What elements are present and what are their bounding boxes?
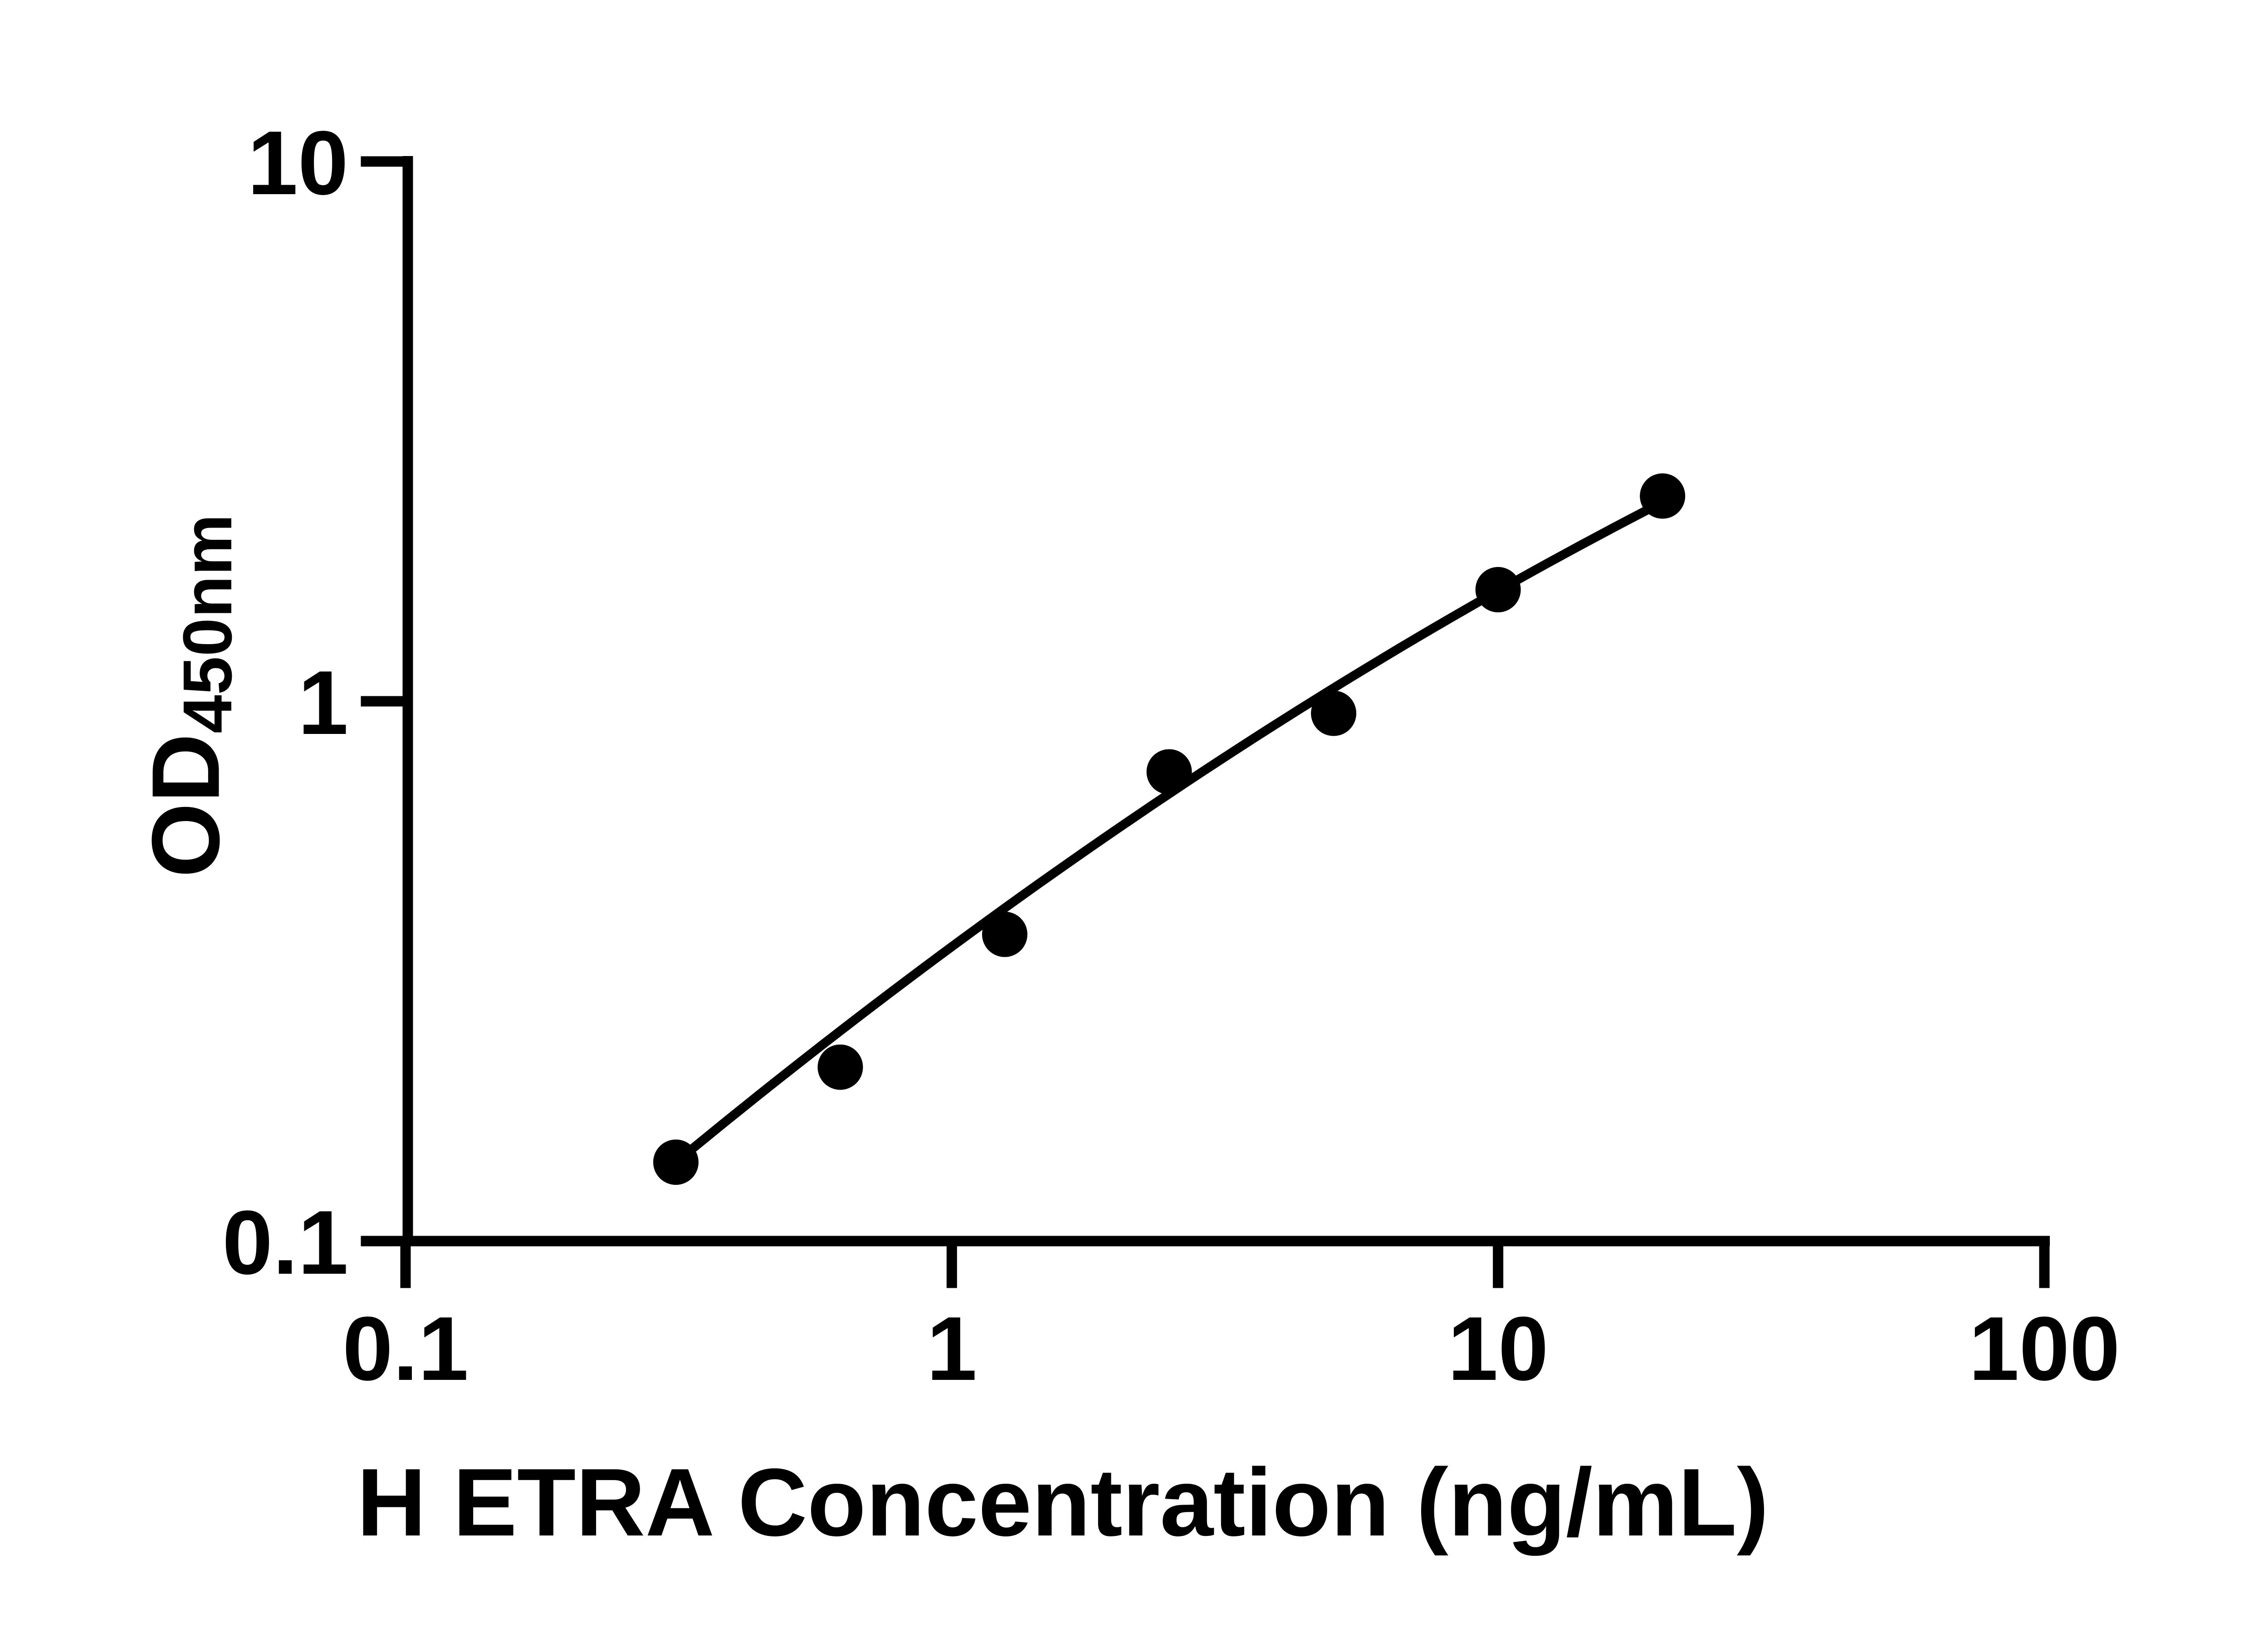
x-tick-label: 10 — [1447, 1298, 1548, 1399]
data-point — [1311, 690, 1357, 736]
y-tick-label: 10 — [248, 112, 348, 214]
x-tick-label: 1 — [927, 1298, 977, 1399]
axes-group — [361, 156, 2050, 1288]
x-axis-title: H ETRA Concentration (ng/mL) — [357, 1448, 1769, 1556]
data-points-group — [653, 473, 1686, 1185]
y-tick-label: 1 — [298, 652, 348, 753]
y-axis-title-subscript: 450nm — [169, 514, 246, 733]
tick-labels-group: 0.1 1 10 0.1 1 10 100 — [222, 112, 2120, 1399]
y-axis-title: OD450nm — [132, 514, 246, 878]
x-tick-label: 0.1 — [342, 1298, 469, 1399]
data-point — [1640, 473, 1686, 519]
data-point — [653, 1139, 699, 1185]
data-point — [817, 1044, 863, 1090]
data-point — [1146, 749, 1192, 795]
x-tick-label: 100 — [1969, 1298, 2120, 1399]
y-axis-title-base: OD — [132, 733, 240, 878]
data-point — [1475, 567, 1521, 612]
data-point — [982, 911, 1027, 957]
y-tick-label: 0.1 — [222, 1192, 348, 1293]
